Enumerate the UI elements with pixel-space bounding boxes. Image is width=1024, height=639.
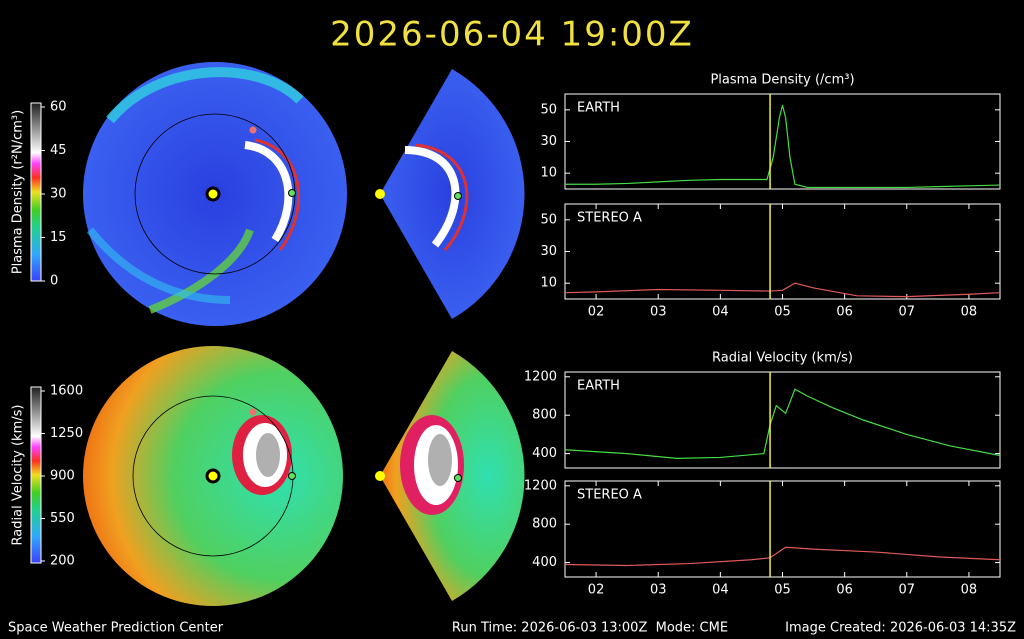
colorbar-label: Plasma Density (r²N/cm³) xyxy=(11,110,26,274)
x-tick-label: 05 xyxy=(774,583,791,598)
x-tick-label: 03 xyxy=(650,583,667,598)
x-tick-label: 05 xyxy=(774,305,791,320)
colorbar-tick-label: 1250 xyxy=(50,426,83,441)
footer-right: Image Created: 2026-06-03 14:35Z xyxy=(785,621,1016,636)
colorbar-tick-label: 30 xyxy=(50,187,67,202)
panel-label: STEREO A xyxy=(577,211,642,226)
colorbar-tick-label: 60 xyxy=(50,100,67,115)
y-tick-label: 50 xyxy=(540,212,557,227)
colorbar-tick-label: 1600 xyxy=(50,384,83,399)
x-tick-label: 02 xyxy=(588,305,605,320)
colorbar-tick-label: 45 xyxy=(50,143,67,158)
y-tick-label: 10 xyxy=(540,166,557,181)
y-tick-label: 400 xyxy=(532,446,557,461)
colorbar-tick-label: 15 xyxy=(50,230,67,245)
y-tick-label: 800 xyxy=(532,517,557,532)
x-tick-label: 04 xyxy=(712,583,729,598)
x-tick-label: 03 xyxy=(650,305,667,320)
footer-left: Space Weather Prediction Center xyxy=(8,621,224,636)
x-tick-label: 07 xyxy=(899,305,916,320)
colorbar xyxy=(30,102,42,282)
panel-label: STEREO A xyxy=(577,488,642,503)
colorbar-tick-label: 550 xyxy=(50,511,75,526)
colorbar-label: Radial Velocity (km/s) xyxy=(11,405,26,546)
plot-frame xyxy=(564,371,1001,469)
plot-frame xyxy=(564,93,1001,190)
x-tick-label: 02 xyxy=(588,583,605,598)
colorbar-tick-label: 0 xyxy=(50,274,58,289)
x-tick-label: 06 xyxy=(836,305,853,320)
x-tick-label: 08 xyxy=(961,305,978,320)
series-line xyxy=(564,282,1001,298)
velocity-map xyxy=(83,346,525,606)
y-tick-label: 30 xyxy=(540,244,557,259)
y-tick-label: 10 xyxy=(540,276,557,291)
timestamp: 2026-06-04 19:00Z xyxy=(330,15,694,55)
series-line xyxy=(564,388,1001,460)
series-line xyxy=(564,546,1001,567)
density-map xyxy=(83,62,525,326)
panel-label: EARTH xyxy=(577,101,620,116)
x-tick-label: 07 xyxy=(899,583,916,598)
footer-center: Run Time: 2026-06-03 13:00Z Mode: CME xyxy=(452,621,728,636)
y-tick-label: 50 xyxy=(540,102,557,117)
panel-label: EARTH xyxy=(577,379,620,394)
chart-title: Plasma Density (/cm³) xyxy=(710,73,854,88)
series-line xyxy=(565,104,1001,189)
colorbar xyxy=(30,386,42,564)
y-tick-label: 400 xyxy=(532,555,557,570)
x-tick-label: 08 xyxy=(961,583,978,598)
y-tick-label: 1200 xyxy=(524,369,557,384)
colorbar-tick-label: 900 xyxy=(50,469,75,484)
y-tick-label: 30 xyxy=(540,134,557,149)
y-tick-label: 800 xyxy=(532,408,557,423)
x-tick-label: 06 xyxy=(836,583,853,598)
x-tick-label: 04 xyxy=(712,305,729,320)
chart-title: Radial Velocity (km/s) xyxy=(712,351,853,366)
colorbar-tick-label: 200 xyxy=(50,554,75,569)
y-tick-label: 1200 xyxy=(524,478,557,493)
